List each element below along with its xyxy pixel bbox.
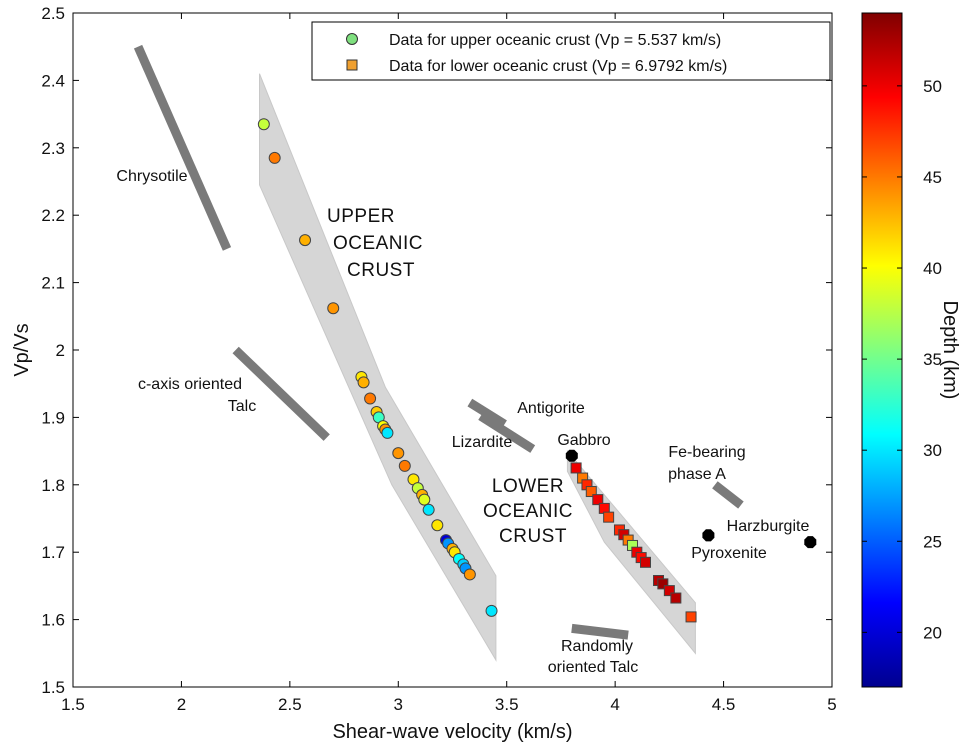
- axes-layer: 1.5 2 2.5 3 3.5 4 4.5 5 1.5 1.6 1.7 1.8 1.9 2 2.1 2.2 2.…: [41, 4, 836, 714]
- region-label-upper-oceanic-crust-line-3: CRUST: [347, 260, 415, 281]
- upper-crust-point-12: [381, 426, 394, 439]
- x-tick-label-5: 5: [827, 695, 836, 714]
- x-tick-label-4-5: 4.5: [712, 695, 736, 714]
- legend-entry-upper-crust: Data for upper oceanic crust (Vp = 5.537…: [389, 32, 721, 49]
- colorbar-tick-label-50: 50: [923, 77, 942, 96]
- colorbar: 20 25 30 35 40 45 50 Depth (km): [861, 12, 959, 688]
- legend-entry-lower-crust: Data for lower oceanic crust (Vp = 6.979…: [389, 58, 727, 75]
- region-label-lower-oceanic-crust-line-3: CRUST: [499, 526, 567, 547]
- region-label-upper-oceanic-crust-line-1: UPPER: [327, 206, 395, 227]
- lower-crust-point-1: [570, 462, 582, 474]
- upper-crust-point-29: [485, 604, 498, 617]
- y-tick-label-1-8: 1.8: [41, 476, 65, 495]
- y-axis-label: Vp/Vs: [11, 323, 33, 376]
- colorbar-ticks: 20 25 30 35 40 45 50: [862, 77, 942, 642]
- lower-crust-point-4: [585, 486, 597, 498]
- region-upper-oceanic-crust: [259, 73, 497, 662]
- upper-crust-point-6: [357, 376, 370, 389]
- mineral-marker-harzburgite: [804, 536, 817, 549]
- band-label-fe-bearing-phase-a-line-1: Fe-bearing: [668, 444, 745, 461]
- colorbar-label: Depth (km): [939, 301, 959, 400]
- lower-crust-point-14: [640, 556, 652, 568]
- upper-crust-point-7: [364, 392, 377, 405]
- upper-crust-point-28: [463, 568, 476, 581]
- region-label-upper-oceanic-crust-line-2: OCEANIC: [333, 233, 423, 254]
- band-label-randomly-oriented-talc-line-1: Randomly: [561, 638, 633, 655]
- y-tick-label-2-5: 2.5: [41, 4, 65, 23]
- points-layer: [257, 118, 697, 623]
- x-axis-label: Shear-wave velocity (km/s): [332, 721, 572, 743]
- upper-crust-point-18: [418, 493, 431, 506]
- colorbar-tick-label-30: 30: [923, 441, 942, 460]
- y-tick-label-1-5: 1.5: [41, 678, 65, 697]
- mineral-label-gabbro: Gabbro: [557, 432, 610, 449]
- band-label-randomly-oriented-talc-line-2: oriented Talc: [548, 659, 638, 676]
- x-tick-label-2-5: 2.5: [278, 695, 302, 714]
- legend-marker-lower-crust: [346, 59, 358, 71]
- annotation-layer: UPPER OCEANIC CRUST LOWER OCEANIC CRUST Chryso…: [116, 168, 809, 676]
- band-label-lizardite: Lizardite: [452, 434, 513, 451]
- region-label-lower-oceanic-crust-line-2: OCEANIC: [483, 501, 573, 522]
- colorbar-tick-label-25: 25: [923, 532, 942, 551]
- colorbar-tick-label-40: 40: [923, 259, 942, 278]
- y-tick-label-1-7: 1.7: [41, 543, 65, 562]
- band-label-fe-bearing-phase-a-line-2: phase A: [668, 466, 726, 483]
- colorbar-gradient: [861, 12, 903, 688]
- band-fe-bearing-phase-a: [712, 481, 744, 509]
- x-tick-label-3-5: 3.5: [495, 695, 519, 714]
- lower-crust-point-18: [670, 592, 682, 604]
- mineral-marker-pyroxenite: [702, 529, 715, 542]
- colorbar-tick-label-20: 20: [923, 623, 942, 642]
- band-antigorite: [467, 398, 507, 428]
- x-tick-label-1-5: 1.5: [61, 695, 85, 714]
- band-label-chrysotile: Chrysotile: [116, 168, 187, 185]
- lower-crust-point-19: [685, 611, 697, 623]
- lower-crust-point-17: [663, 585, 675, 597]
- band-lizardite: [478, 412, 536, 453]
- upper-crust-point-1: [257, 118, 270, 131]
- y-tick-label-1-6: 1.6: [41, 611, 65, 630]
- lower-crust-point-5: [592, 494, 604, 506]
- colorbar-tick-label-35: 35: [923, 350, 942, 369]
- lower-crust-point-16: [657, 578, 669, 590]
- y-tick-label-2-1: 2.1: [41, 274, 65, 293]
- upper-crust-point-20: [431, 519, 444, 532]
- lower-crust-point-7: [603, 511, 615, 523]
- legend-marker-upper-crust: [346, 33, 358, 45]
- band-chrysotile: [133, 44, 232, 251]
- upper-crust-point-14: [398, 459, 411, 472]
- legend-box: [311, 21, 831, 81]
- y-tick-label-2: 2: [56, 341, 65, 360]
- x-tick-label-4: 4: [610, 695, 619, 714]
- band-c-axis-oriented-talc: [232, 346, 330, 441]
- y-tick-label-2-4: 2.4: [41, 71, 65, 90]
- y-tick-label-2-2: 2.2: [41, 206, 65, 225]
- upper-crust-point-3: [299, 234, 312, 247]
- upper-crust-point-13: [392, 447, 405, 460]
- band-label-c-axis-oriented-talc-line-1: c-axis oriented: [138, 376, 242, 393]
- upper-crust-point-2: [268, 151, 281, 164]
- plot-area: UPPER OCEANIC CRUST LOWER OCEANIC CRUST Chryso…: [72, 12, 833, 688]
- y-tick-label-1-9: 1.9: [41, 408, 65, 427]
- band-randomly-oriented-talc: [571, 623, 629, 640]
- mineral-label-harzburgite: Harzburgite: [727, 518, 810, 535]
- band-label-c-axis-oriented-talc-line-2: Talc: [228, 398, 256, 415]
- mineral-label-pyroxenite: Pyroxenite: [691, 545, 767, 562]
- region-label-lower-oceanic-crust-line-1: LOWER: [492, 476, 564, 497]
- colorbar-tick-label-45: 45: [923, 168, 942, 187]
- legend: Data for upper oceanic crust (Vp = 5.537…: [311, 21, 831, 81]
- upper-crust-point-4: [327, 302, 340, 315]
- bands-layer: [133, 44, 744, 640]
- minerals-layer: [565, 449, 817, 549]
- band-label-antigorite: Antigorite: [517, 400, 585, 417]
- y-tick-label-2-3: 2.3: [41, 139, 65, 158]
- upper-crust-point-19: [422, 503, 435, 516]
- x-tick-label-3: 3: [394, 695, 403, 714]
- x-tick-label-2: 2: [177, 695, 186, 714]
- mineral-marker-gabbro: [565, 449, 578, 462]
